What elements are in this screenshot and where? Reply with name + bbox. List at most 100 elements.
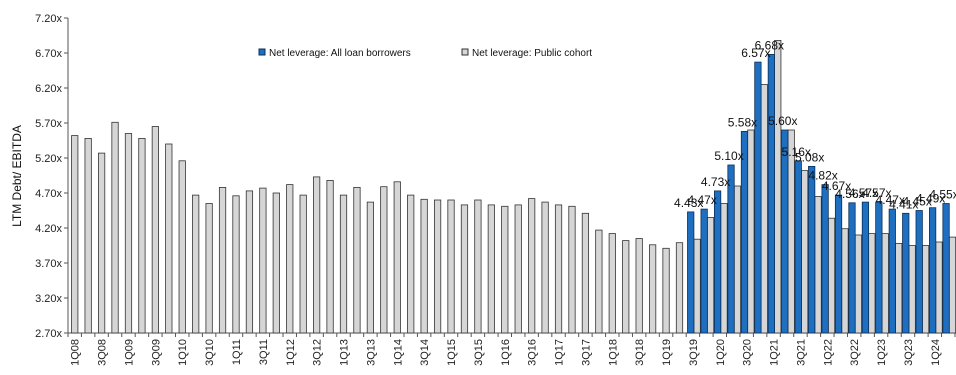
- bar-all-loan: [767, 54, 775, 334]
- x-tick-label: 3Q17: [580, 339, 592, 366]
- x-tick-label: 1Q20: [715, 339, 727, 366]
- bar-all-loan: [740, 130, 749, 334]
- x-tick-label: 3Q23: [903, 339, 915, 366]
- x-tick-label: 1Q14: [392, 339, 404, 366]
- bar-public: [774, 40, 782, 334]
- bar-public: [541, 201, 549, 334]
- data-label: 4.45x: [903, 195, 932, 209]
- bar-public: [151, 126, 159, 334]
- bar-public: [514, 204, 522, 334]
- x-tick-label: 1Q22: [822, 339, 834, 366]
- x-tick-label: 1Q13: [339, 339, 351, 366]
- y-tick-label: 5.70x: [35, 118, 62, 130]
- x-tick-label: 1Q15: [446, 339, 458, 366]
- bar-all-loan: [861, 201, 870, 334]
- bar-all-loan: [700, 208, 708, 334]
- bar-public: [528, 198, 536, 334]
- bar-public: [218, 186, 227, 334]
- data-label: 4.41x: [889, 197, 918, 211]
- bar-all-loan: [848, 202, 856, 334]
- data-label: 4.55x: [929, 188, 956, 202]
- bar-public: [814, 196, 822, 334]
- bar-public: [447, 199, 455, 334]
- data-label: 4.73x: [701, 175, 730, 189]
- bar-public: [192, 194, 200, 334]
- legend-label-all-loan: Net leverage: All loan borrowers: [269, 48, 411, 59]
- bar-public: [232, 195, 240, 334]
- bar-public: [111, 121, 119, 334]
- bar-public: [84, 137, 92, 334]
- bar-public: [165, 143, 173, 334]
- x-tick-label: 1Q23: [876, 339, 888, 366]
- bar-public: [487, 204, 495, 334]
- y-tick-label: 3.20x: [35, 293, 62, 305]
- x-tick-label: 1Q08: [70, 339, 82, 366]
- data-label: 4.67x: [822, 179, 851, 193]
- data-label: 4.49x: [916, 192, 945, 206]
- x-tick-label: 1Q09: [123, 339, 135, 366]
- data-label: 5.08x: [795, 150, 824, 164]
- legend-swatch-public: [461, 48, 469, 56]
- y-tick-label: 7.20x: [35, 13, 62, 25]
- bar-public: [272, 192, 280, 334]
- bar-public: [71, 135, 79, 334]
- bar-all-loan: [915, 210, 923, 334]
- bar-all-loan: [727, 164, 735, 334]
- y-tick-label: 6.20x: [35, 83, 62, 95]
- data-label: 4.57x: [862, 186, 891, 200]
- y-axis-label: LTM Debt/ EBITDA: [10, 125, 24, 227]
- y-tick-label: 4.20x: [35, 223, 62, 235]
- data-label: 4.47x: [687, 193, 716, 207]
- bar-public: [124, 133, 133, 334]
- x-tick-label: 1Q16: [500, 339, 512, 366]
- bar-public: [935, 241, 943, 334]
- data-label: 4.56x: [835, 187, 864, 201]
- bar-public: [554, 204, 563, 334]
- x-tick-label: 3Q13: [365, 339, 377, 366]
- y-tick-label: 4.70x: [35, 188, 62, 200]
- bar-public: [407, 194, 415, 334]
- data-label: 6.57x: [741, 46, 770, 60]
- bar-public: [649, 244, 657, 334]
- bar-public: [299, 194, 307, 334]
- bar-public: [635, 238, 643, 334]
- x-tick-label: 1Q18: [607, 339, 619, 366]
- x-tick-label: 1Q24: [930, 339, 942, 366]
- bar-all-loan: [754, 61, 762, 334]
- x-tick-label: 1Q17: [554, 339, 566, 366]
- x-tick-label: 3Q21: [795, 339, 807, 366]
- data-label: 5.60x: [768, 114, 797, 128]
- data-label: 4.43x: [674, 196, 703, 210]
- x-tick-label: 3Q08: [97, 339, 109, 366]
- x-axis: 1Q08 3Q08 1Q09 3Q09 1Q10 3Q10 1Q11 3Q11 1Q12 3Q12…: [67, 332, 956, 366]
- x-tick-label: 3Q20: [742, 339, 754, 366]
- data-label: 4.82x: [808, 169, 837, 183]
- legend-label-public: Net leverage: Public cohort: [472, 48, 592, 59]
- bar-public: [622, 240, 630, 334]
- y-tick-label: 6.70x: [35, 48, 62, 60]
- bar-public: [760, 84, 768, 334]
- x-tick-label: 1Q10: [177, 339, 189, 366]
- x-tick-label: 3Q19: [688, 339, 700, 366]
- bar-all-loan: [902, 212, 910, 334]
- bar-all-loan: [875, 201, 883, 334]
- bar-public: [380, 186, 388, 334]
- x-tick-label: 3Q22: [849, 339, 861, 366]
- bar-all-loan: [808, 165, 816, 334]
- bar-public: [353, 186, 361, 334]
- bar-all-loan: [942, 203, 950, 334]
- legend: Net leverage: All loan borrowers Net lev…: [258, 48, 592, 59]
- bar-public: [366, 201, 374, 334]
- x-tick-label: 3Q09: [150, 339, 162, 366]
- bar-all-loan: [888, 208, 896, 334]
- bar-public: [733, 185, 742, 334]
- bar-public: [205, 203, 213, 334]
- bar-public: [854, 234, 862, 334]
- y-tick-label: 2.70x: [35, 328, 62, 340]
- bar-public: [948, 236, 956, 334]
- y-axis: 2.70x 3.20x 3.70x 4.20x 4.70x 5.20x 5.70x 6.20x…: [35, 13, 69, 340]
- bar-public: [286, 184, 294, 334]
- bar-all-loan: [781, 129, 789, 334]
- y-tick-label: 3.70x: [35, 258, 62, 270]
